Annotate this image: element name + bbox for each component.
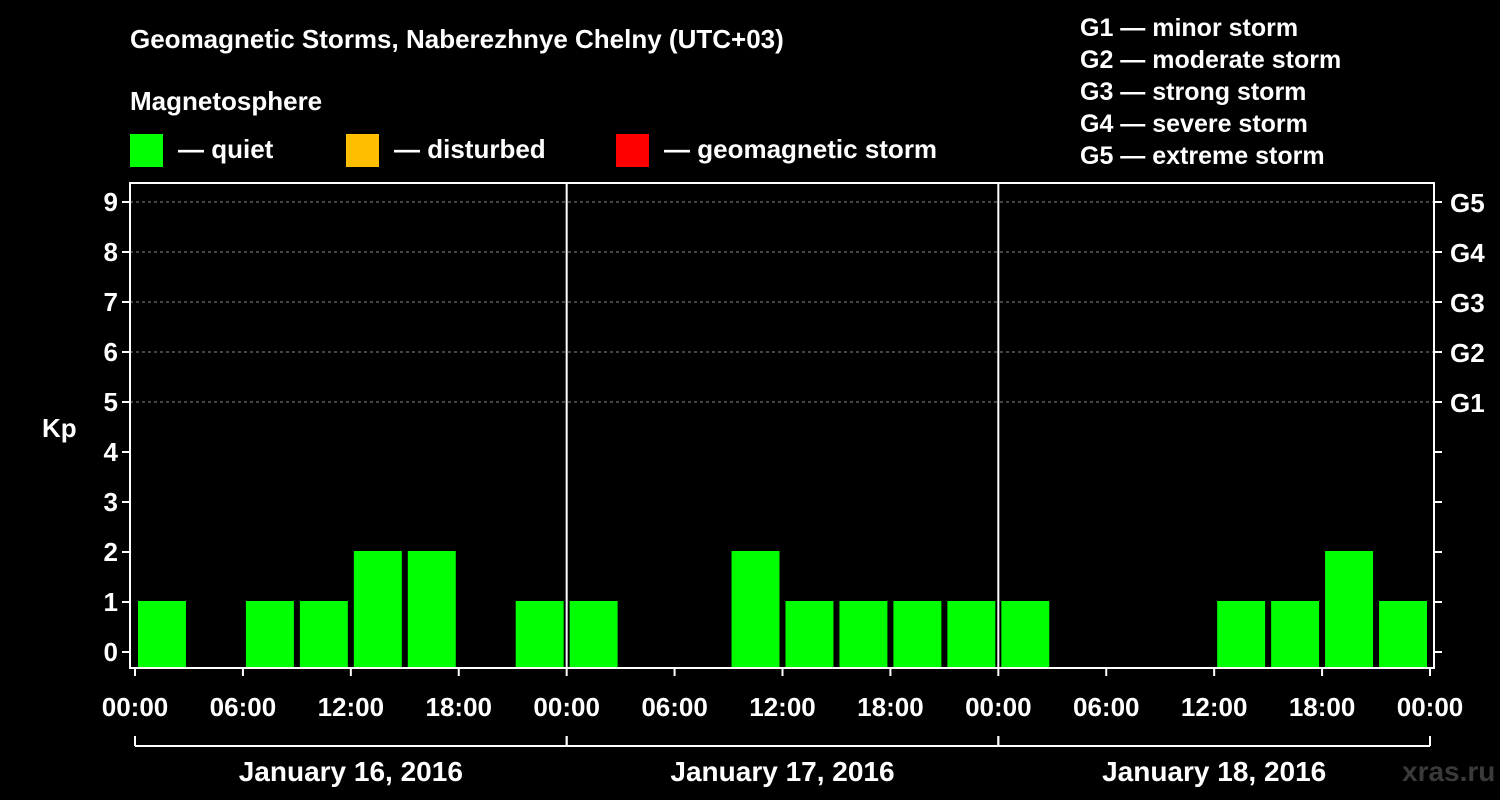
y-tick-label-5: 5 [104, 387, 118, 417]
g-level-label-G4: G4 [1450, 238, 1485, 268]
g4-legend: G4 — severe storm [1080, 110, 1308, 138]
kp-bar-23 [1379, 601, 1427, 668]
kp-bar-22 [1325, 551, 1374, 668]
y-tick-label-7: 7 [104, 287, 118, 317]
g-level-label-G2: G2 [1450, 338, 1485, 368]
y-tick-label-4: 4 [104, 437, 119, 467]
disturbed-swatch [346, 134, 379, 167]
x-tick-label-1: 06:00 [210, 692, 277, 722]
y-axis-label: Kp [42, 413, 77, 443]
kp-bar-15 [947, 601, 996, 668]
x-tick-label-4: 00:00 [533, 692, 600, 722]
y-tick-label-0: 0 [104, 637, 118, 667]
kp-bar-5 [407, 551, 456, 668]
quiet-legend-label: — quiet [178, 134, 274, 164]
y-tick-label-3: 3 [104, 487, 118, 517]
x-tick-label-12: 00:00 [1397, 692, 1464, 722]
kp-bar-3 [299, 601, 348, 668]
chart-title: Geomagnetic Storms, Naberezhnye Chelny (… [130, 24, 784, 54]
x-tick-label-9: 06:00 [1073, 692, 1140, 722]
watermark: xras.ru [1402, 756, 1496, 787]
x-tick-label-6: 12:00 [749, 692, 816, 722]
x-tick-label-11: 18:00 [1289, 692, 1356, 722]
quiet-swatch [130, 134, 163, 167]
disturbed-legend-label: — disturbed [394, 134, 546, 164]
g1-legend: G1 — minor storm [1080, 14, 1299, 42]
kp-bar-0 [138, 601, 186, 668]
magnetosphere-heading: Magnetosphere [130, 86, 323, 116]
y-tick-label-1: 1 [104, 587, 118, 617]
y-tick-label-6: 6 [104, 337, 118, 367]
kp-bar-8 [569, 601, 618, 668]
storm-swatch [616, 134, 649, 167]
x-tick-label-0: 00:00 [102, 692, 169, 722]
g2-legend: G2 — moderate storm [1080, 46, 1342, 74]
day-label-0: January 16, 2016 [239, 756, 463, 787]
x-tick-label-10: 12:00 [1181, 692, 1248, 722]
g-level-label-G3: G3 [1450, 288, 1485, 318]
x-tick-label-3: 18:00 [426, 692, 493, 722]
kp-bar-14 [893, 601, 942, 668]
kp-bar-7 [515, 601, 564, 668]
g5-legend: G5 — extreme storm [1080, 142, 1325, 170]
g3-legend: G3 — strong storm [1080, 78, 1307, 106]
kp-bar-12 [785, 601, 834, 668]
x-tick-label-8: 00:00 [965, 692, 1032, 722]
day-label-1: January 17, 2016 [670, 756, 894, 787]
kp-bar-20 [1217, 601, 1266, 668]
kp-bar-16 [1001, 601, 1050, 668]
y-tick-label-8: 8 [104, 237, 118, 267]
x-tick-label-2: 12:00 [318, 692, 385, 722]
g-level-label-G1: G1 [1450, 388, 1485, 418]
kp-bar-21 [1271, 601, 1320, 668]
g-level-label-G5: G5 [1450, 188, 1485, 218]
storm-legend-label: — geomagnetic storm [664, 134, 938, 164]
kp-bar-4 [353, 551, 402, 668]
x-tick-label-5: 06:00 [641, 692, 708, 722]
y-tick-label-2: 2 [104, 537, 118, 567]
x-tick-label-7: 18:00 [857, 692, 924, 722]
kp-bar-2 [245, 601, 294, 668]
kp-bar-13 [839, 601, 888, 668]
plot-frame [129, 182, 1435, 669]
kp-bar-11 [731, 551, 780, 668]
day-label-2: January 18, 2016 [1102, 756, 1326, 787]
y-tick-label-9: 9 [104, 187, 118, 217]
